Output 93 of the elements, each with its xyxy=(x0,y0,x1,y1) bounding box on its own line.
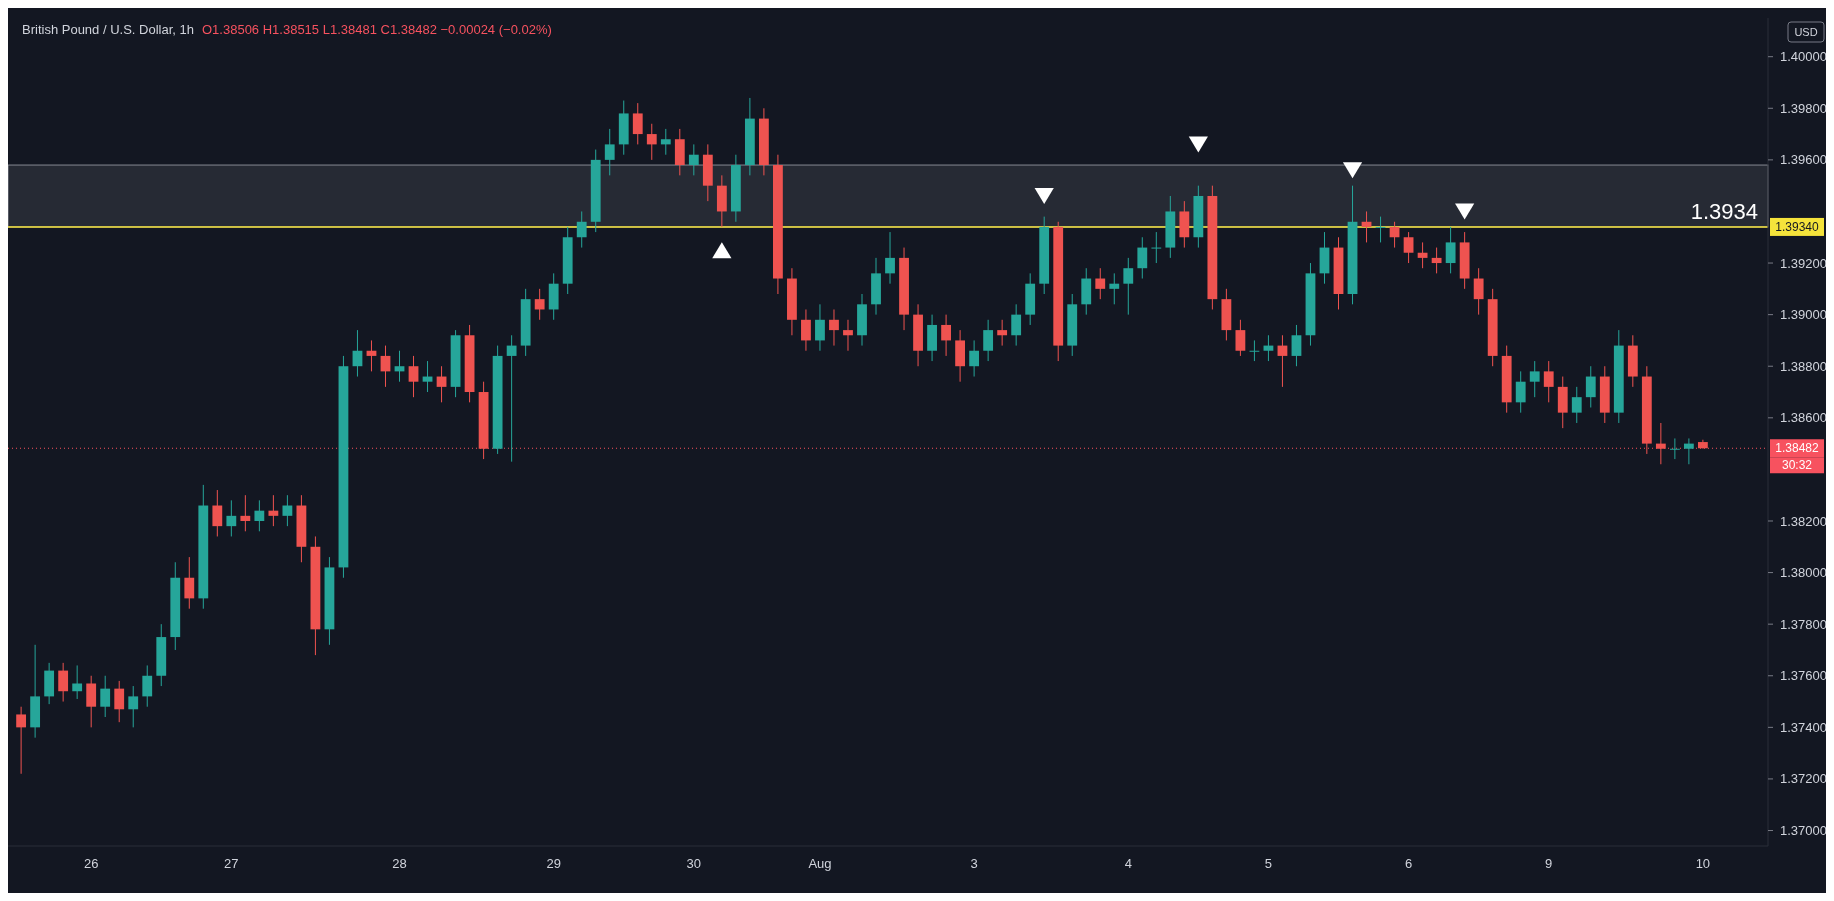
x-tick-label: 3 xyxy=(970,856,978,871)
candlestick xyxy=(212,489,223,537)
candlestick xyxy=(829,308,839,347)
y-tick-label: 1.38200 xyxy=(1780,513,1827,529)
candlestick xyxy=(1235,319,1246,357)
point xyxy=(1455,203,1475,220)
point xyxy=(1342,162,1363,179)
candlestick xyxy=(114,680,125,723)
x-tick-label: 5 xyxy=(1264,856,1273,871)
y-tick-label: 1.37200 xyxy=(1780,771,1827,787)
candlestick xyxy=(815,303,825,352)
candlestick xyxy=(1543,360,1554,403)
point xyxy=(1188,136,1208,153)
candlestick xyxy=(1249,339,1260,362)
candlestick xyxy=(604,128,615,176)
ref-line-label: 1.39340 xyxy=(1775,220,1820,235)
candlestick xyxy=(1669,437,1680,460)
candlestick xyxy=(408,355,419,398)
candlestick xyxy=(1403,231,1414,264)
candlestick xyxy=(576,210,587,249)
candlestick xyxy=(1375,216,1386,243)
candlestick xyxy=(282,494,293,527)
y-tick-label: 1.38800 xyxy=(1780,358,1827,374)
x-tick-label: 4 xyxy=(1124,856,1132,871)
y-axis-title: USD xyxy=(1794,26,1818,38)
candlestick xyxy=(226,499,237,537)
candlestick xyxy=(1473,267,1484,316)
candlestick xyxy=(1137,236,1148,280)
candlestick xyxy=(506,334,517,463)
candlestick xyxy=(58,662,69,703)
candlestick xyxy=(1291,324,1302,367)
candlestick xyxy=(1529,360,1540,398)
candlestick xyxy=(1431,247,1442,274)
y-tick-label: 1.37600 xyxy=(1780,668,1827,684)
candlestick xyxy=(632,102,643,145)
x-tick-label: 30 xyxy=(686,856,702,871)
x-tick-label: 27 xyxy=(224,856,239,871)
x-tick-label: 10 xyxy=(1695,856,1711,871)
candlestick xyxy=(1011,303,1022,347)
ref-line-label: 1.38482 xyxy=(1775,441,1820,456)
candlestick xyxy=(660,128,671,156)
x-tick-label: 26 xyxy=(83,856,99,871)
candlestick xyxy=(983,319,994,362)
candlestick xyxy=(885,231,895,285)
candlestick xyxy=(1683,437,1694,465)
y-tick-label: 1.39600 xyxy=(1780,152,1827,168)
candlestick xyxy=(1571,386,1582,424)
candlestick xyxy=(1123,257,1134,316)
text: 30:32 xyxy=(1781,458,1813,473)
candlestick xyxy=(1585,365,1596,408)
y-tick-label: 1.38600 xyxy=(1780,410,1827,426)
y-tick-label: 1.38000 xyxy=(1780,565,1827,581)
y-tick-label: 1.39000 xyxy=(1780,307,1827,323)
candlestick xyxy=(1445,226,1456,274)
y-tick-label: 1.37800 xyxy=(1780,616,1827,632)
candlestick xyxy=(1095,267,1106,300)
candlestick xyxy=(86,675,97,728)
candlestick xyxy=(941,314,951,357)
candlestick xyxy=(142,664,153,708)
y-tick-label: 1.39200 xyxy=(1780,255,1827,271)
candlestick xyxy=(969,339,980,378)
candlestick xyxy=(1515,370,1526,414)
x-tick-label: Aug xyxy=(808,856,832,871)
candlestick xyxy=(688,143,699,176)
candlestick xyxy=(100,675,111,718)
y-tick-label: 1.40000 xyxy=(1780,49,1827,65)
candlestick xyxy=(72,664,83,700)
candlestick xyxy=(997,319,1008,347)
candlestick xyxy=(254,499,265,532)
candlestick xyxy=(534,288,545,321)
x-tick-label: 6 xyxy=(1404,856,1413,871)
candlestick xyxy=(646,123,657,161)
y-tick-label: 1.39800 xyxy=(1780,100,1827,116)
x-tick-label: 29 xyxy=(546,856,561,871)
x-tick-label: 28 xyxy=(392,856,407,871)
y-tick-label: 1.37400 xyxy=(1780,719,1827,735)
candlestick xyxy=(268,494,279,527)
candlestick xyxy=(240,494,251,532)
candlestick xyxy=(128,685,139,728)
point xyxy=(1034,187,1054,204)
candlestick xyxy=(1151,231,1162,264)
candlestick xyxy=(16,706,27,775)
chart-title: British Pound / U.S. Dollar, 1h xyxy=(22,22,194,37)
x-tick-label: 9 xyxy=(1545,856,1553,871)
chart-subtitle: O1.38506 H1.38515 L1.38481 C1.38482 −0.00024 (−0.02%) xyxy=(201,22,552,37)
candlestick xyxy=(1655,422,1666,465)
y-tick-label: 1.37000 xyxy=(1780,823,1827,839)
candlestick xyxy=(1109,272,1120,305)
candlestick xyxy=(184,556,195,610)
candlestick xyxy=(843,319,853,352)
candlestick xyxy=(801,308,811,352)
annotation: 1.3934 xyxy=(1690,198,1758,224)
point xyxy=(712,242,732,259)
